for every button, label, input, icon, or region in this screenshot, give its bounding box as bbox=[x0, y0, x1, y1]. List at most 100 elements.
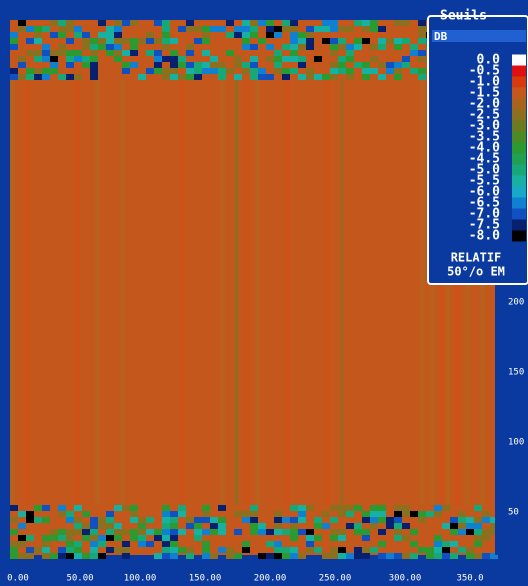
heat-cell bbox=[138, 74, 146, 80]
heat-cell bbox=[74, 523, 82, 529]
heat-cell bbox=[202, 38, 210, 44]
heat-cell bbox=[66, 535, 74, 541]
heat-cell bbox=[242, 62, 250, 68]
heat-cell bbox=[258, 20, 266, 26]
heat-cell bbox=[82, 529, 90, 535]
legend-label: -7.0 bbox=[469, 207, 500, 222]
heat-cell bbox=[162, 32, 170, 38]
heat-stripe bbox=[135, 80, 140, 505]
heat-cell bbox=[258, 523, 266, 529]
heat-cell bbox=[186, 62, 194, 68]
heat-cell bbox=[202, 547, 210, 553]
heat-cell bbox=[74, 541, 82, 547]
heat-stripe bbox=[355, 80, 360, 505]
heat-cell bbox=[418, 32, 426, 38]
heat-cell bbox=[90, 535, 98, 541]
heat-cell bbox=[18, 56, 26, 62]
heat-cell bbox=[298, 74, 306, 80]
heat-cell bbox=[210, 553, 218, 559]
heat-cell bbox=[162, 553, 170, 559]
heat-cell bbox=[66, 74, 74, 80]
heat-cell bbox=[170, 50, 178, 56]
heat-cell bbox=[186, 20, 194, 26]
heat-cell bbox=[130, 20, 138, 26]
heat-cell bbox=[202, 529, 210, 535]
heat-cell bbox=[370, 505, 378, 511]
heat-cell bbox=[266, 74, 274, 80]
heat-cell bbox=[50, 20, 58, 26]
heat-cell bbox=[202, 541, 210, 547]
heat-stripe bbox=[40, 80, 45, 505]
heat-stripe bbox=[235, 80, 238, 505]
legend-swatch bbox=[512, 87, 526, 99]
heat-cell bbox=[354, 529, 362, 535]
heat-stripe bbox=[95, 80, 100, 505]
heat-cell bbox=[250, 517, 258, 523]
heat-cell bbox=[250, 505, 258, 511]
heat-cell bbox=[426, 547, 434, 553]
heat-stripe bbox=[80, 80, 85, 505]
heat-cell bbox=[202, 511, 210, 517]
heat-cell bbox=[82, 44, 90, 50]
heat-stripe bbox=[160, 80, 165, 505]
heat-cell bbox=[178, 529, 186, 535]
heat-cell bbox=[306, 535, 314, 541]
heat-cell bbox=[18, 535, 26, 541]
heat-cell bbox=[306, 26, 314, 32]
heat-cell bbox=[290, 26, 298, 32]
heat-stripe bbox=[205, 80, 210, 505]
heat-cell bbox=[66, 50, 74, 56]
heat-cell bbox=[490, 529, 498, 535]
heat-cell bbox=[370, 20, 378, 26]
heat-cell bbox=[290, 529, 298, 535]
heat-cell bbox=[66, 26, 74, 32]
heat-cell bbox=[122, 38, 130, 44]
heat-cell bbox=[266, 44, 274, 50]
heat-stripe bbox=[170, 80, 175, 505]
heat-stripe bbox=[325, 80, 330, 505]
heat-cell bbox=[242, 32, 250, 38]
heat-cell bbox=[338, 535, 346, 541]
heat-cell bbox=[402, 38, 410, 44]
heat-cell bbox=[74, 56, 82, 62]
heat-cell bbox=[354, 523, 362, 529]
legend-panel: Seuils DB RELATIF 50°/o EM 0.0-0.5-1.0-1… bbox=[427, 9, 528, 285]
legend-swatch bbox=[512, 54, 526, 66]
heat-cell bbox=[42, 505, 50, 511]
heat-cell bbox=[290, 32, 298, 38]
heat-cell bbox=[354, 547, 362, 553]
heat-cell bbox=[58, 44, 66, 50]
heat-cell bbox=[466, 517, 474, 523]
heat-stripe bbox=[490, 80, 495, 505]
heat-cell bbox=[202, 553, 210, 559]
heat-cell bbox=[178, 62, 186, 68]
legend-swatch bbox=[512, 175, 526, 187]
heat-cell bbox=[82, 511, 90, 517]
heat-cell bbox=[66, 511, 74, 517]
heat-cell bbox=[66, 56, 74, 62]
heat-cell bbox=[10, 517, 18, 523]
heat-cell bbox=[26, 38, 34, 44]
heat-cell bbox=[410, 68, 418, 74]
heat-cell bbox=[346, 505, 354, 511]
legend-label: -3.5 bbox=[469, 130, 500, 145]
heat-cell bbox=[90, 523, 98, 529]
heat-cell bbox=[362, 535, 370, 541]
heat-cell bbox=[434, 547, 442, 553]
legend-swatch bbox=[512, 219, 526, 231]
heat-stripe bbox=[430, 80, 435, 505]
heat-cell bbox=[226, 32, 234, 38]
heat-cell bbox=[298, 517, 306, 523]
heat-stripe bbox=[90, 80, 95, 505]
heat-cell bbox=[90, 44, 98, 50]
legend-swatch bbox=[512, 208, 526, 220]
heat-cell bbox=[10, 547, 18, 553]
heat-cell bbox=[90, 38, 98, 44]
heat-cell bbox=[434, 511, 442, 517]
heat-cell bbox=[330, 20, 338, 26]
heat-cell bbox=[290, 20, 298, 26]
heat-stripe bbox=[200, 80, 205, 505]
heat-cell bbox=[218, 529, 226, 535]
heat-cell bbox=[90, 529, 98, 535]
